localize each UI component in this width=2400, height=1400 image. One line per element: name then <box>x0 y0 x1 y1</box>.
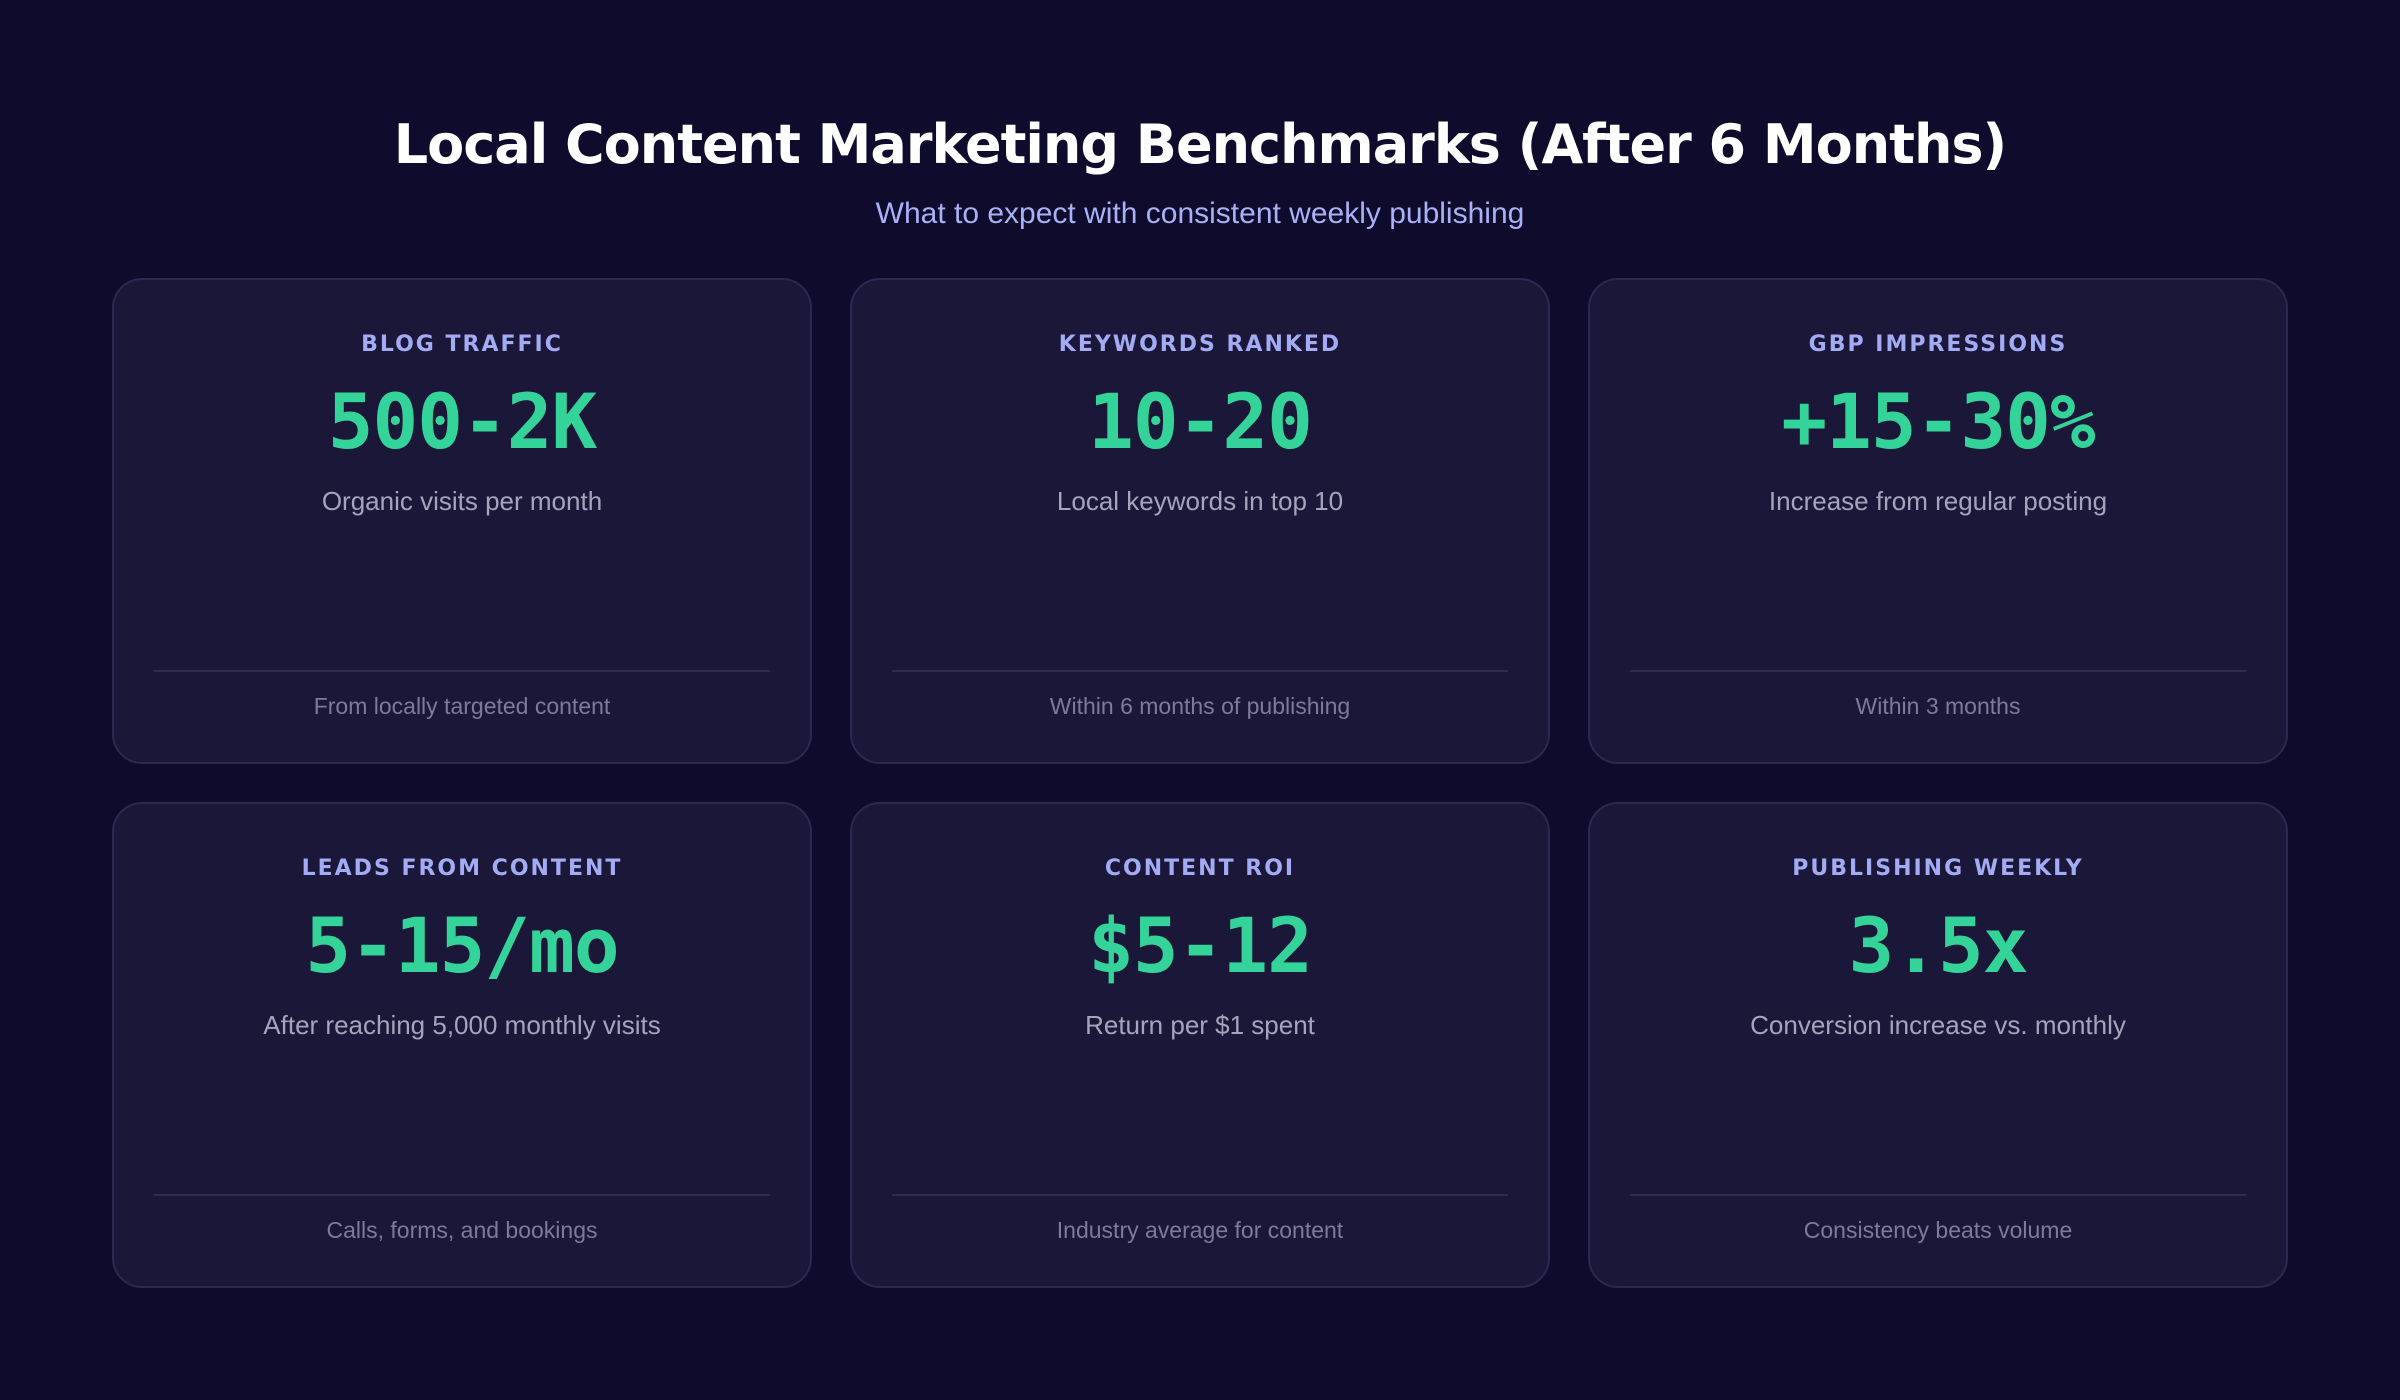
card-label: GBP IMPRESSIONS <box>1808 332 2068 357</box>
card-footer: Within 3 months <box>1855 693 2021 719</box>
card-footer: Calls, forms, and bookings <box>326 1217 598 1243</box>
card-divider <box>892 670 1508 672</box>
card-value: +15-30% <box>1781 377 2095 466</box>
card-description: Local keywords in top 10 <box>1056 486 1344 516</box>
card-value: 3.5x <box>1848 901 2028 990</box>
header: Local Content Marketing Benchmarks (Afte… <box>0 108 2400 234</box>
card-divider <box>1630 1194 2246 1196</box>
benchmark-card-gbp-impressions: GBP IMPRESSIONS +15-30% Increase from re… <box>1588 278 2288 764</box>
benchmark-grid: BLOG TRAFFIC 500-2K Organic visits per m… <box>112 278 2288 1288</box>
card-description: Organic visits per month <box>321 486 603 516</box>
card-footer: Industry average for content <box>1056 1217 1344 1243</box>
card-label: LEADS FROM CONTENT <box>301 856 623 881</box>
card-value: 5-15/mo <box>305 901 619 990</box>
card-label: BLOG TRAFFIC <box>361 332 563 357</box>
card-value: $5-12 <box>1088 901 1313 990</box>
benchmark-card-blog-traffic: BLOG TRAFFIC 500-2K Organic visits per m… <box>112 278 812 764</box>
card-value: 500-2K <box>327 377 598 466</box>
card-footer: From locally targeted content <box>313 693 611 719</box>
card-description: Return per $1 spent <box>1085 1010 1315 1040</box>
card-divider <box>154 1194 770 1196</box>
benchmark-card-keywords-ranked: KEYWORDS RANKED 10-20 Local keywords in … <box>850 278 1550 764</box>
page-title: Local Content Marketing Benchmarks (Afte… <box>393 113 2007 176</box>
card-divider <box>154 670 770 672</box>
card-description: Conversion increase vs. monthly <box>1750 1010 2126 1040</box>
card-divider <box>892 1194 1508 1196</box>
page-subtitle: What to expect with consistent weekly pu… <box>875 197 1525 230</box>
card-label: PUBLISHING WEEKLY <box>1792 856 2084 881</box>
card-description: Increase from regular posting <box>1768 486 2108 516</box>
benchmark-card-content-roi: CONTENT ROI $5-12 Return per $1 spent In… <box>850 802 1550 1288</box>
card-divider <box>1630 670 2246 672</box>
benchmark-card-leads-from-content: LEADS FROM CONTENT 5-15/mo After reachin… <box>112 802 812 1288</box>
card-label: CONTENT ROI <box>1104 856 1296 881</box>
benchmark-card-publishing-weekly: PUBLISHING WEEKLY 3.5x Conversion increa… <box>1588 802 2288 1288</box>
card-footer: Within 6 months of publishing <box>1049 693 1351 719</box>
card-footer: Consistency beats volume <box>1803 1217 2073 1243</box>
card-value: 10-20 <box>1088 377 1313 466</box>
card-description: After reaching 5,000 monthly visits <box>263 1010 661 1040</box>
card-label: KEYWORDS RANKED <box>1058 332 1342 357</box>
